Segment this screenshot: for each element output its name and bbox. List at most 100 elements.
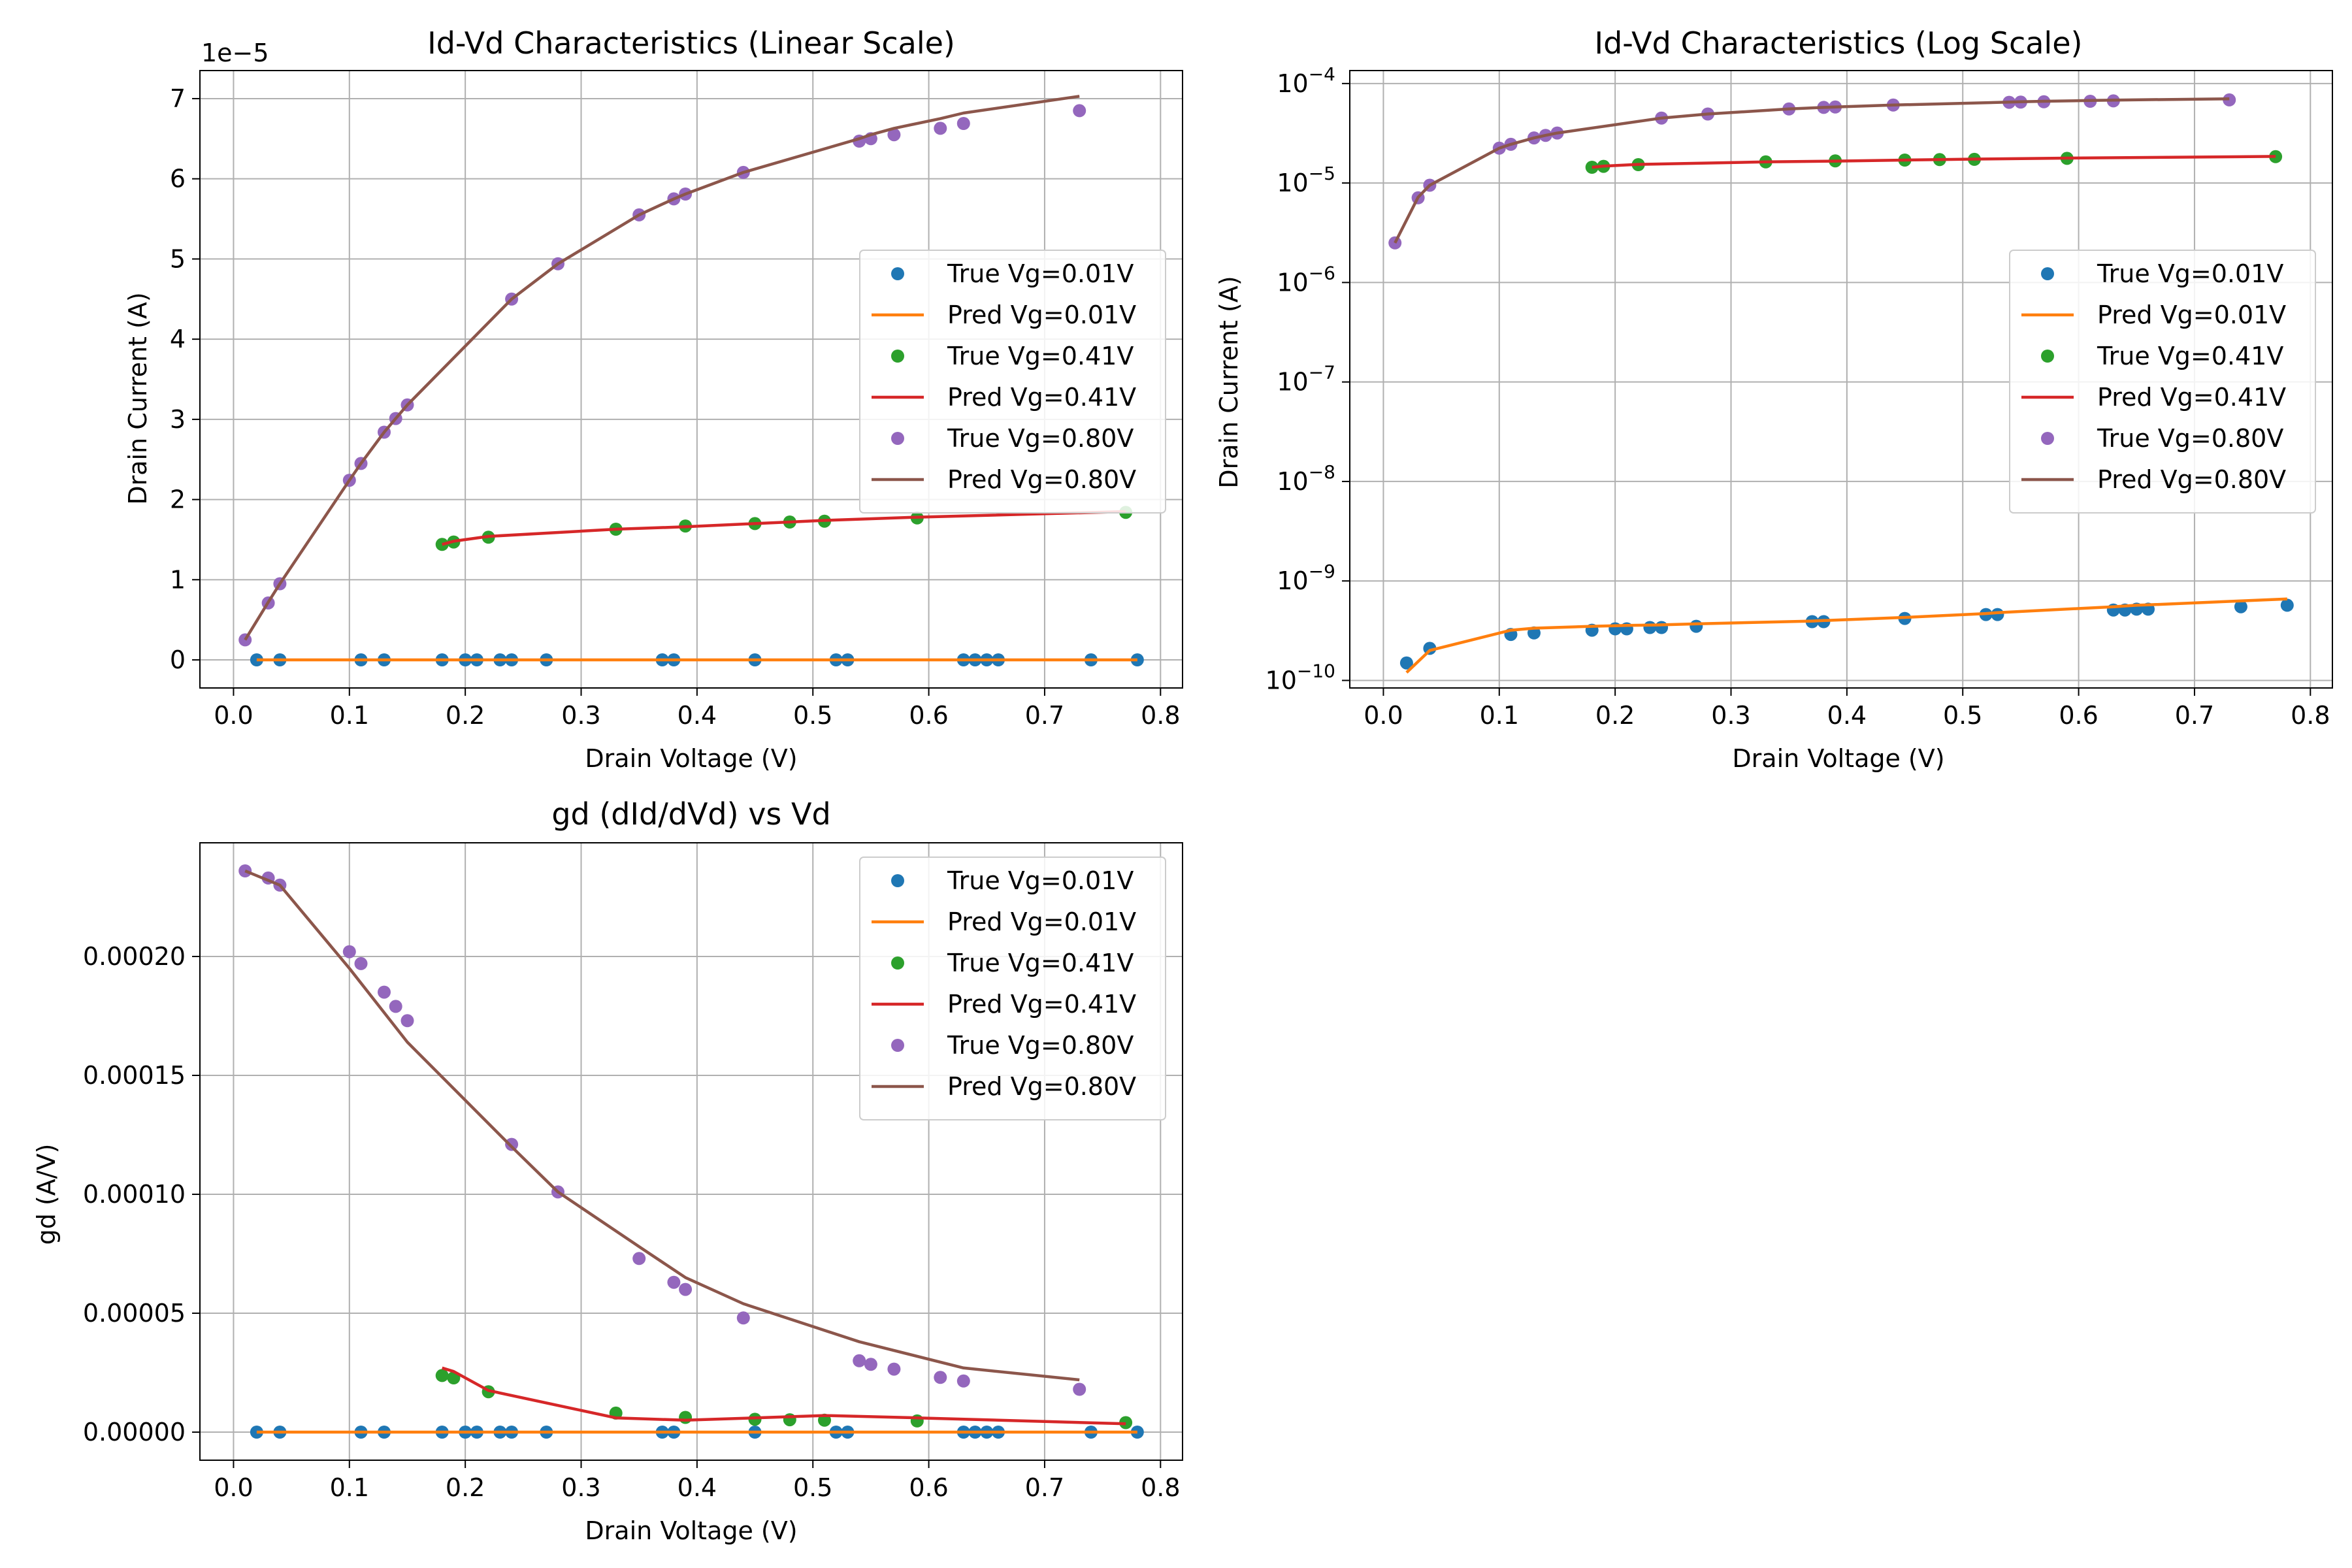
log-series-line — [1394, 97, 2230, 244]
log-plot-area — [1388, 93, 2294, 674]
linear-legend-label: True Vg=0.01V — [947, 259, 1134, 288]
log-legend-label: Pred Vg=0.41V — [2097, 383, 2286, 412]
linear-y-tick-label: 6 — [170, 165, 186, 193]
gd-y-tick-label: 0.00010 — [83, 1180, 186, 1209]
gd-data-point — [736, 1311, 750, 1325]
linear-y-tick-label: 0 — [170, 645, 186, 674]
gd-data-point — [864, 1358, 877, 1371]
linear-y-tick-label: 4 — [170, 325, 186, 353]
chart-gd-title: gd (dId/dVd) vs Vd — [551, 796, 830, 832]
log-data-point — [1991, 608, 2004, 621]
linear-data-point — [887, 128, 901, 142]
linear-series-line — [244, 95, 1080, 641]
gd-data-point — [342, 945, 356, 958]
gd-series-line — [442, 1366, 1126, 1426]
gd-legend-frame — [859, 857, 1166, 1120]
log-legend-label: Pred Vg=0.01V — [2097, 301, 2286, 329]
linear-data-point — [956, 117, 970, 130]
log-legend-frame — [2009, 250, 2316, 514]
chart-gd: gd (dId/dVd) vs Vd Drain Voltage (V) gd … — [32, 796, 1183, 1545]
linear-legend-marker-swatch — [891, 267, 904, 280]
gd-data-point — [887, 1362, 901, 1376]
gd-data-point — [505, 1137, 519, 1151]
gd-y-tick-label: 0.00020 — [83, 942, 186, 971]
linear-y-tick-label: 7 — [170, 84, 186, 113]
linear-y-tick-label: 3 — [170, 405, 186, 434]
log-legend: True Vg=0.01V Pred Vg=0.01V True Vg=0.41V P… — [2009, 250, 2316, 514]
linear-legend-marker-swatch — [891, 350, 904, 363]
gd-x-tick-label: 0.1 — [330, 1473, 369, 1502]
gd-legend-label: True Vg=0.41V — [947, 949, 1134, 977]
linear-x-tick-label: 0.2 — [446, 701, 485, 730]
log-legend-marker-swatch — [2041, 267, 2054, 280]
linear-x-tick-label: 0.5 — [793, 701, 832, 730]
log-data-point — [1690, 619, 1703, 633]
linear-axes-frame — [199, 70, 1183, 689]
log-x-tick-label: 0.0 — [1364, 701, 1403, 730]
log-data-point — [2280, 598, 2294, 612]
linear-x-tick-label: 0.0 — [214, 701, 253, 730]
gd-data-point — [400, 1014, 414, 1028]
chart-log-title: Id-Vd Characteristics (Log Scale) — [1595, 25, 2083, 61]
gd-series-line — [244, 869, 1080, 1382]
linear-y-tick-label: 1 — [170, 565, 186, 594]
gd-data-point — [378, 985, 391, 999]
log-legend-marker-swatch — [2041, 432, 2054, 445]
gd-legend-label: True Vg=0.80V — [947, 1031, 1134, 1060]
gd-data-point — [934, 1371, 947, 1384]
gd-axes-frame — [199, 842, 1183, 1461]
gd-legend-marker-swatch — [891, 1039, 904, 1052]
log-y-tick-label: 10−9 — [1277, 561, 1335, 595]
gd-legend: True Vg=0.01V Pred Vg=0.01V True Vg=0.41V P… — [859, 857, 1166, 1120]
linear-legend-label: Pred Vg=0.80V — [947, 465, 1136, 494]
chart-linear: Id-Vd Characteristics (Linear Scale) Dra… — [123, 25, 1183, 773]
linear-data-point — [1073, 104, 1086, 118]
gd-x-tick-label: 0.5 — [793, 1473, 832, 1502]
gd-x-tick-label: 0.0 — [214, 1473, 253, 1502]
log-legend-label: True Vg=0.41V — [2097, 342, 2283, 370]
linear-legend-label: Pred Vg=0.01V — [947, 301, 1136, 329]
gd-y-tick-label: 0.00005 — [83, 1299, 186, 1328]
linear-legend-label: Pred Vg=0.41V — [947, 383, 1136, 412]
gd-legend-label: True Vg=0.01V — [947, 866, 1134, 895]
gd-data-point — [679, 1411, 693, 1424]
gd-x-tick-label: 0.6 — [909, 1473, 948, 1502]
log-y-tick-label: 10−10 — [1266, 660, 1335, 694]
log-series-line — [1405, 597, 2287, 674]
linear-legend-label: True Vg=0.80V — [947, 424, 1134, 453]
gd-data-point — [853, 1354, 866, 1367]
gd-legend-marker-swatch — [891, 874, 904, 887]
log-x-tick-label: 0.7 — [2175, 701, 2214, 730]
log-x-tick-label: 0.1 — [1480, 701, 1519, 730]
gd-legend-marker-swatch — [891, 956, 904, 970]
log-x-tick-label: 0.6 — [2059, 701, 2098, 730]
log-y-tick-label: 10−7 — [1277, 362, 1335, 397]
linear-series-line — [442, 510, 1126, 546]
gd-data-point — [956, 1374, 970, 1388]
log-data-point — [2234, 600, 2247, 613]
log-y-tick-label: 10−6 — [1277, 262, 1335, 297]
linear-legend-marker-swatch — [891, 432, 904, 445]
gd-y-tick-label: 0.00000 — [83, 1418, 186, 1446]
gd-data-point — [667, 1275, 681, 1289]
chart-log-xlabel: Drain Voltage (V) — [1732, 744, 1944, 773]
log-x-tick-label: 0.4 — [1827, 701, 1867, 730]
log-x-tick-label: 0.2 — [1595, 701, 1635, 730]
gd-data-point — [389, 1000, 402, 1013]
linear-y-tick-label: 5 — [170, 244, 186, 273]
log-legend-label: Pred Vg=0.80V — [2097, 465, 2286, 494]
linear-x-tick-label: 0.4 — [678, 701, 717, 730]
log-legend-label: True Vg=0.01V — [2097, 259, 2283, 288]
log-y-tick-label: 10−4 — [1277, 63, 1335, 98]
linear-y-tick-label: 2 — [170, 485, 186, 514]
log-y-tick-label: 10−8 — [1277, 461, 1335, 496]
log-data-point — [1655, 621, 1669, 634]
log-x-tick-label: 0.8 — [2291, 701, 2330, 730]
gd-legend-label: Pred Vg=0.80V — [947, 1072, 1136, 1101]
log-y-tick-label: 10−5 — [1277, 163, 1335, 197]
log-x-tick-label: 0.3 — [1711, 701, 1750, 730]
log-legend-label: True Vg=0.80V — [2097, 424, 2283, 453]
chart-linear-offset-label: 1e−5 — [201, 39, 269, 67]
gd-data-point — [1073, 1382, 1086, 1396]
linear-x-tick-label: 0.6 — [909, 701, 948, 730]
